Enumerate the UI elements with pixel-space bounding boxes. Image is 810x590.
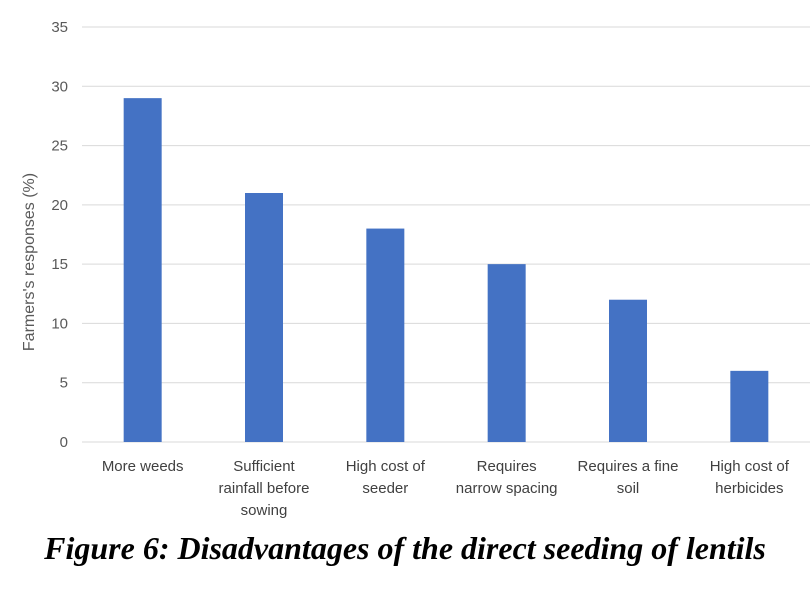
x-category-label: soil [617,480,640,497]
bar [730,370,769,442]
bar [487,264,526,442]
y-tick-label: 30 [51,78,68,95]
y-tick-label: 0 [60,434,68,451]
y-axis-label: Farmers's responses (%) [21,173,38,351]
x-axis-categories: More weeds Sufficient rainfall before sowin… [102,458,790,519]
y-tick-label: 35 [51,19,68,36]
bar [366,228,405,442]
x-category-label: More weeds [102,458,184,475]
x-category-label: Sufficient [233,458,295,475]
x-category-label: sowing [241,502,288,519]
gridlines [82,26,810,443]
y-tick-label: 20 [51,197,68,214]
y-tick-label: 25 [51,138,68,155]
bar [609,299,647,442]
x-category-label: rainfall before [219,480,310,497]
figure-caption: Figure 6: Disadvantages of the direct se… [44,530,766,566]
x-category-label: Requires [477,458,537,475]
x-category-label: High cost of [346,458,426,475]
x-category-label: narrow spacing [456,480,558,497]
y-tick-label: 10 [51,315,68,332]
bars [123,98,769,443]
y-tick-label: 5 [60,375,68,392]
bar [245,193,283,442]
x-category-label: herbicides [715,480,783,497]
x-category-label: Requires a fine [578,458,679,475]
bar-chart: 0 5 10 15 20 25 30 35 More weeds Sufficient rainf… [21,19,810,519]
y-tick-label: 15 [51,256,68,273]
bar [123,98,162,443]
x-category-label: High cost of [710,458,790,475]
x-category-label: seeder [362,480,408,497]
y-axis-ticks: 0 5 10 15 20 25 30 35 [51,19,68,451]
